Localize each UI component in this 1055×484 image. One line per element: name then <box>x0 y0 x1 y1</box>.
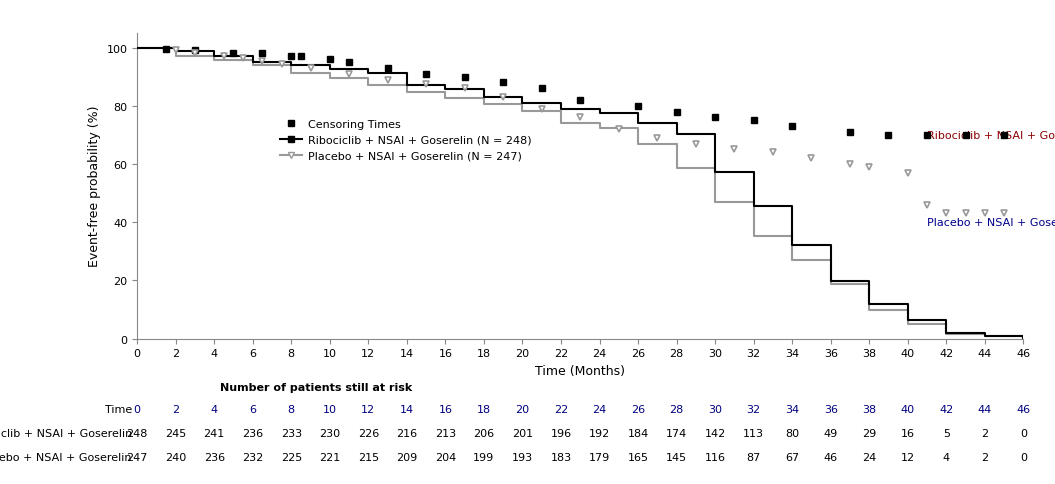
Text: Number of patients still at risk: Number of patients still at risk <box>220 382 413 392</box>
Text: 2: 2 <box>172 404 179 414</box>
Text: 165: 165 <box>628 453 649 462</box>
Text: Time: Time <box>104 404 132 414</box>
Text: 116: 116 <box>705 453 726 462</box>
Text: 226: 226 <box>358 428 379 438</box>
Text: 12: 12 <box>361 404 376 414</box>
Text: 5: 5 <box>943 428 950 438</box>
Text: 233: 233 <box>281 428 302 438</box>
Text: 225: 225 <box>281 453 302 462</box>
Text: Placebo + NSAI + Goserelin: Placebo + NSAI + Goserelin <box>0 453 132 462</box>
Text: 215: 215 <box>358 453 379 462</box>
Text: 46: 46 <box>824 453 838 462</box>
Text: 183: 183 <box>551 453 572 462</box>
Legend: Censoring Times, Ribociclib + NSAI + Goserelin (N = 248), Placebo + NSAI + Goser: Censoring Times, Ribociclib + NSAI + Gos… <box>275 116 536 166</box>
Text: 240: 240 <box>165 453 187 462</box>
Text: 206: 206 <box>474 428 495 438</box>
Text: 0: 0 <box>1020 428 1027 438</box>
Text: 38: 38 <box>862 404 877 414</box>
Text: 14: 14 <box>400 404 414 414</box>
Text: 18: 18 <box>477 404 491 414</box>
Text: 44: 44 <box>978 404 992 414</box>
Text: 4: 4 <box>943 453 950 462</box>
Text: 199: 199 <box>474 453 495 462</box>
Text: 213: 213 <box>435 428 456 438</box>
Text: 80: 80 <box>785 428 800 438</box>
Text: 192: 192 <box>589 428 610 438</box>
Text: 2: 2 <box>981 428 989 438</box>
Text: 24: 24 <box>593 404 607 414</box>
Text: 179: 179 <box>589 453 610 462</box>
Text: 236: 236 <box>243 428 264 438</box>
Text: Placebo + NSAI + Goserelin: Placebo + NSAI + Goserelin <box>927 218 1055 227</box>
Text: 184: 184 <box>628 428 649 438</box>
Text: 2: 2 <box>981 453 989 462</box>
Text: 34: 34 <box>785 404 800 414</box>
Text: 36: 36 <box>824 404 838 414</box>
Text: 4: 4 <box>211 404 217 414</box>
Text: 16: 16 <box>901 428 915 438</box>
Text: 10: 10 <box>323 404 337 414</box>
Text: 46: 46 <box>1016 404 1031 414</box>
Text: 216: 216 <box>397 428 418 438</box>
Text: 204: 204 <box>435 453 456 462</box>
Text: 40: 40 <box>901 404 915 414</box>
Text: 67: 67 <box>785 453 800 462</box>
Text: 20: 20 <box>516 404 530 414</box>
Text: 174: 174 <box>666 428 687 438</box>
Text: 6: 6 <box>249 404 256 414</box>
Text: 247: 247 <box>127 453 148 462</box>
Text: 0: 0 <box>1020 453 1027 462</box>
Text: Ribociclib + NSAI + Goserelin: Ribociclib + NSAI + Goserelin <box>927 131 1055 140</box>
Y-axis label: Event-free probability (%): Event-free probability (%) <box>88 106 101 267</box>
Text: 145: 145 <box>666 453 687 462</box>
Text: 32: 32 <box>747 404 761 414</box>
Text: 49: 49 <box>824 428 838 438</box>
Text: 24: 24 <box>862 453 877 462</box>
Text: 113: 113 <box>743 428 764 438</box>
Text: 209: 209 <box>397 453 418 462</box>
Text: 193: 193 <box>512 453 533 462</box>
Text: 8: 8 <box>288 404 294 414</box>
Text: 12: 12 <box>901 453 915 462</box>
Text: 201: 201 <box>512 428 533 438</box>
Text: 236: 236 <box>204 453 225 462</box>
X-axis label: Time (Months): Time (Months) <box>535 364 626 377</box>
Text: 232: 232 <box>242 453 264 462</box>
Text: 29: 29 <box>862 428 877 438</box>
Text: 241: 241 <box>204 428 225 438</box>
Text: Ribociclib + NSAI + Goserelin: Ribociclib + NSAI + Goserelin <box>0 428 132 438</box>
Text: 16: 16 <box>439 404 453 414</box>
Text: 42: 42 <box>939 404 954 414</box>
Text: 248: 248 <box>127 428 148 438</box>
Text: 245: 245 <box>165 428 187 438</box>
Text: 221: 221 <box>320 453 341 462</box>
Text: 0: 0 <box>134 404 140 414</box>
Text: 26: 26 <box>631 404 645 414</box>
Text: 230: 230 <box>320 428 341 438</box>
Text: 87: 87 <box>747 453 761 462</box>
Text: 196: 196 <box>551 428 572 438</box>
Text: 30: 30 <box>708 404 722 414</box>
Text: 142: 142 <box>705 428 726 438</box>
Text: 22: 22 <box>554 404 568 414</box>
Text: 28: 28 <box>670 404 684 414</box>
